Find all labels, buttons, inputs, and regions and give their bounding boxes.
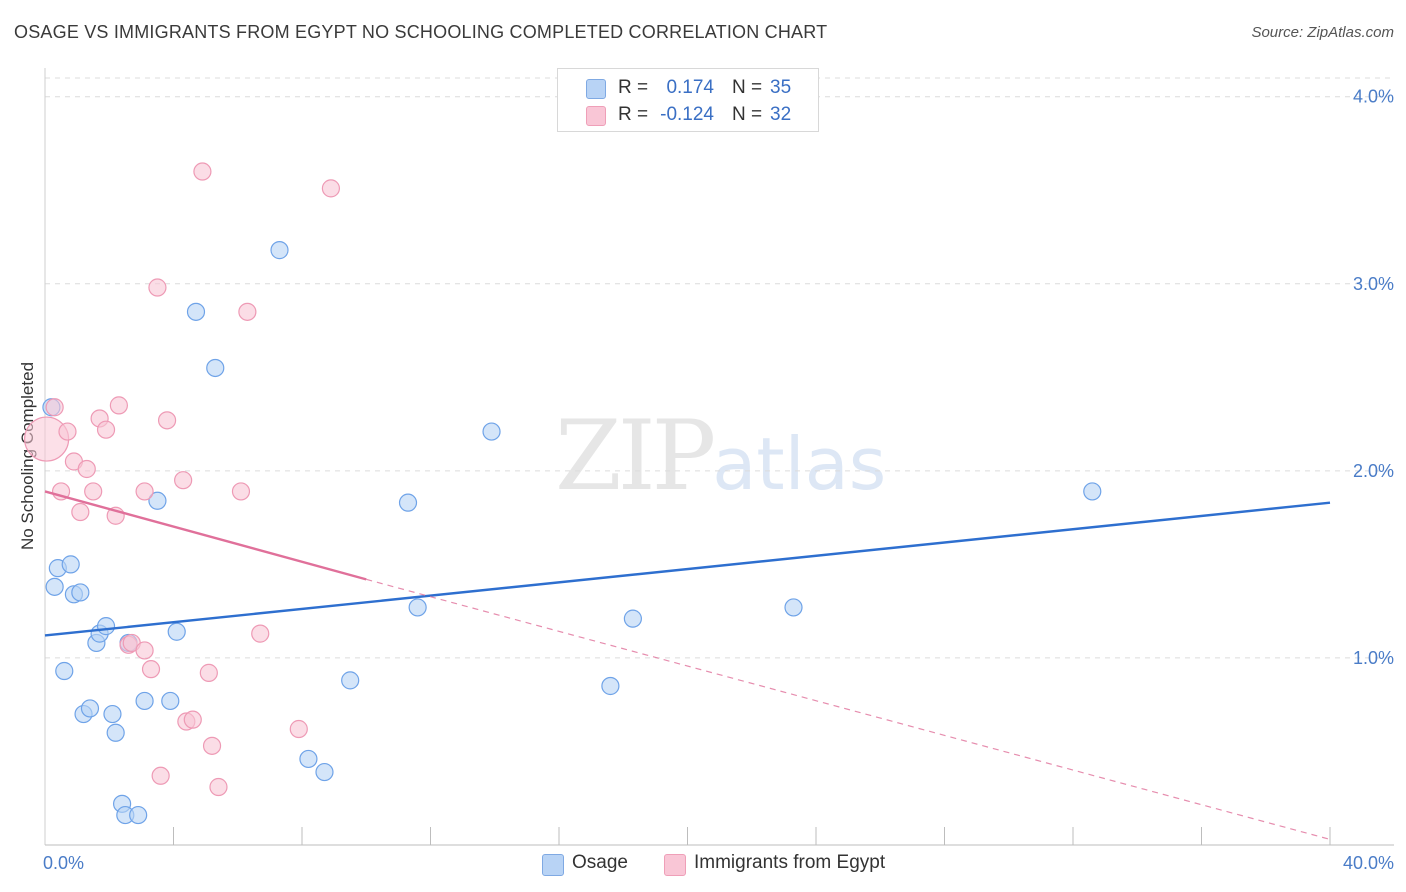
egypt-point: [96, 420, 116, 439]
osage-point: [270, 241, 289, 260]
osage-point: [784, 598, 803, 617]
r-value: -0.124: [660, 104, 714, 125]
osage-point: [206, 358, 225, 378]
egypt-point: [174, 471, 193, 490]
egypt-swatch: [586, 106, 606, 126]
osage-point: [129, 805, 148, 825]
egypt-point: [151, 766, 170, 785]
osage-point: [398, 493, 418, 512]
legend-label-osage: Osage: [572, 852, 628, 873]
osage-point: [167, 622, 186, 641]
egypt-point: [251, 624, 270, 643]
egypt-point: [289, 719, 308, 739]
osage-point: [106, 723, 125, 742]
egypt-point: [84, 482, 103, 501]
egypt-point: [321, 179, 341, 198]
y-tick-label: 1.0%: [1353, 648, 1394, 668]
watermark-zip: ZIP: [555, 400, 716, 512]
n-label: N =: [732, 77, 763, 98]
osage-point: [80, 699, 100, 718]
chart-title: OSAGE VS IMMIGRANTS FROM EGYPT NO SCHOOL…: [14, 22, 828, 42]
y-tick-label: 2.0%: [1353, 461, 1394, 481]
egypt-point: [199, 663, 218, 682]
egypt-point: [141, 660, 161, 679]
egypt-point: [71, 502, 90, 522]
egypt-point: [202, 736, 222, 755]
osage-point: [61, 555, 80, 574]
x-tick-label: 0.0%: [43, 853, 84, 873]
egypt-point: [231, 482, 251, 501]
osage-point: [315, 762, 334, 782]
egypt-point: [193, 162, 212, 181]
x-tick-label: 40.0%: [1343, 853, 1394, 873]
egypt-point: [45, 398, 64, 417]
osage-point: [408, 598, 427, 617]
r-value: 0.174: [666, 77, 714, 98]
series-legend: Osage Immigrants from Egypt: [0, 852, 1406, 878]
osage-point: [623, 609, 642, 628]
egypt-point: [183, 710, 202, 729]
osage-point: [601, 676, 620, 696]
osage-point: [148, 491, 167, 510]
legend-row-osage: R = 0.174 N = 35: [558, 75, 818, 101]
legend-label-egypt: Immigrants from Egypt: [694, 852, 886, 873]
egypt-point: [24, 416, 70, 462]
egypt-swatch: [664, 854, 686, 876]
r-label: R =: [618, 104, 649, 125]
egypt-point: [135, 641, 154, 660]
osage-trend-line: [44, 501, 1331, 637]
source-credit: Source: ZipAtlas.com: [1251, 24, 1394, 41]
osage-point: [482, 422, 501, 441]
egypt-point: [157, 411, 177, 430]
egypt-trend-extension: [366, 578, 1331, 840]
osage-point: [135, 691, 154, 711]
egypt-point: [209, 777, 228, 797]
egypt-point: [148, 278, 167, 297]
osage-point: [186, 302, 206, 321]
egypt-trend-line: [44, 490, 367, 581]
n-value: 35: [770, 77, 792, 98]
legend-row-egypt: R = -0.124 N = 32: [558, 102, 818, 128]
osage-point: [45, 577, 64, 596]
y-tick-label: 4.0%: [1353, 87, 1394, 107]
osage-point: [71, 583, 90, 602]
watermark-atlas: atlas: [712, 422, 887, 506]
n-value: 32: [770, 104, 792, 125]
egypt-point: [135, 482, 154, 501]
egypt-point: [58, 422, 77, 441]
egypt-point: [238, 302, 257, 321]
osage-point: [103, 704, 122, 724]
osage-point: [1083, 482, 1102, 501]
osage-point: [341, 671, 360, 690]
y-tick-label: 3.0%: [1353, 274, 1394, 294]
correlation-legend: R = 0.174 N = 35 R = -0.124 N = 32: [557, 68, 819, 132]
egypt-point: [77, 459, 96, 479]
n-label: N =: [732, 104, 763, 125]
osage-point: [161, 691, 180, 711]
osage-point: [96, 617, 116, 636]
osage-swatch: [586, 79, 606, 99]
osage-point: [55, 661, 74, 681]
r-label: R =: [618, 77, 649, 98]
osage-swatch: [542, 854, 564, 876]
watermark: ZIPatlas: [555, 400, 886, 512]
osage-point: [299, 749, 318, 769]
egypt-point: [109, 396, 128, 415]
